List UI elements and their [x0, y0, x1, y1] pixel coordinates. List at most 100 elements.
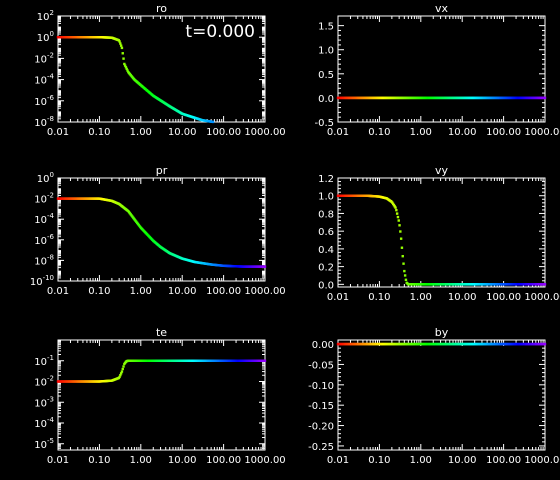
data-point	[125, 67, 128, 71]
y-tick-label: 1.0	[318, 46, 334, 57]
data-point	[120, 46, 124, 50]
data-point	[395, 208, 398, 212]
y-tick-label: 100	[37, 30, 54, 44]
x-tick-label: 0.01	[47, 455, 69, 466]
y-tick-label: 0.5	[318, 70, 334, 81]
plot-title: te	[156, 326, 167, 339]
x-tick-label: 0.01	[47, 127, 69, 138]
data-point	[395, 212, 399, 215]
x-tick-label: 10.00	[448, 455, 477, 466]
plot-frame	[337, 15, 546, 123]
x-tick-label: 100.00	[486, 127, 521, 138]
y-tick-label: 10-10	[30, 274, 54, 288]
y-tick-label: 0.8	[318, 209, 334, 220]
data-point	[122, 365, 125, 368]
x-tick-label: 100.00	[206, 455, 241, 466]
data-point	[543, 342, 547, 346]
y-tick-label: 1.2	[318, 174, 334, 185]
x-tick-label: 10.00	[168, 455, 197, 466]
x-tick-label: 0.01	[327, 127, 349, 138]
plot-title: by	[435, 326, 449, 339]
y-tick-label: 0.0	[318, 280, 334, 291]
y-tick-label: 0.4	[318, 245, 334, 256]
data-point	[123, 64, 127, 67]
y-tick-label: 0.6	[318, 227, 334, 238]
data-point	[211, 120, 215, 124]
data-point	[396, 215, 400, 219]
x-tick-label: 0.01	[47, 286, 69, 297]
data-point	[543, 283, 547, 286]
plot-title: pr	[156, 164, 168, 177]
x-tick-label: 10.00	[168, 286, 197, 297]
plot-frame	[57, 339, 266, 451]
y-tick-label: 10-1	[34, 354, 54, 368]
x-tick-label: 1000.00	[524, 292, 560, 303]
data-point	[403, 274, 407, 277]
data-point	[392, 203, 396, 207]
plot-frame	[337, 339, 546, 451]
plot-te: te 0.01 0.10 1.00 10.00 100.00 1000.00 10-1 10-2…	[34, 326, 285, 466]
y-tick-label: 10-4	[34, 73, 54, 87]
data-point	[393, 205, 396, 208]
x-tick-label: 0.10	[88, 286, 110, 297]
y-tick-label: 10-8	[34, 253, 54, 267]
data-point	[397, 219, 400, 222]
x-tick-label: 100.00	[206, 286, 241, 297]
data-point	[394, 206, 397, 209]
x-tick-label: 1.00	[130, 127, 152, 138]
y-tick-label: 0.0	[318, 94, 334, 105]
x-tick-label: 0.01	[327, 292, 349, 303]
x-tick-label: 0.10	[88, 127, 110, 138]
x-tick-label: 10.00	[448, 127, 477, 138]
x-tick-label: 100.00	[206, 127, 241, 138]
y-tick-label: 10-6	[34, 233, 54, 247]
data-point	[401, 254, 404, 258]
data-point	[119, 373, 122, 377]
x-tick-label: 1.00	[410, 455, 432, 466]
x-tick-label: 100.00	[486, 455, 521, 466]
x-tick-label: 1.00	[130, 286, 152, 297]
x-tick-label: 1.00	[410, 292, 432, 303]
data-point	[263, 265, 267, 268]
y-tick-label: 1.5	[318, 22, 334, 33]
data-point	[120, 370, 124, 373]
data-point	[119, 44, 123, 47]
data-point	[123, 62, 126, 66]
y-tick-label: 0.2	[318, 263, 334, 274]
y-tick-label: -0.10	[308, 381, 334, 392]
y-tick-label: 102	[37, 9, 54, 23]
x-tick-label: 1000.00	[244, 127, 285, 138]
y-tick-label: 100	[37, 171, 54, 185]
y-tick-label: 1.0	[318, 192, 334, 203]
y-tick-label: -0.15	[308, 401, 334, 412]
x-tick-label: 1.00	[410, 127, 432, 138]
data-point	[124, 66, 128, 69]
data-point	[404, 278, 408, 282]
x-tick-label: 1000.00	[244, 286, 285, 297]
x-tick-label: 1000.00	[524, 127, 560, 138]
plot-title: ro	[156, 2, 167, 15]
plot-title: vx	[435, 2, 449, 15]
data-point	[400, 246, 404, 249]
data-point	[391, 201, 394, 204]
data-point	[543, 96, 547, 100]
data-point	[263, 359, 267, 362]
x-tick-label: 1000.00	[244, 455, 285, 466]
x-tick-label: 1000.00	[524, 455, 560, 466]
data-point	[119, 372, 123, 375]
data-point	[119, 42, 122, 45]
data-point	[398, 224, 401, 227]
plot-ro: ro 0.01 0.10 1.00 10.00 100.00 1000.00 102 100 10…	[34, 2, 285, 138]
data-point	[403, 269, 406, 273]
time-stamp: t=0.000	[185, 22, 255, 42]
x-tick-label: 0.01	[327, 455, 349, 466]
x-tick-label: 100.00	[486, 292, 521, 303]
x-tick-label: 0.10	[368, 127, 390, 138]
x-tick-label: 0.10	[88, 455, 110, 466]
x-tick-label: 0.10	[368, 455, 390, 466]
data-point	[126, 69, 129, 72]
